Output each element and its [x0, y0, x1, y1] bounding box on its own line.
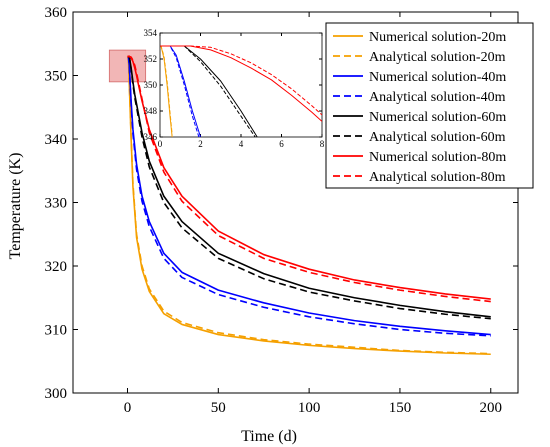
legend-label-numerical-solution-60m: Numerical solution-60m — [369, 110, 506, 125]
main-series-analytical-solution-60m — [127, 55, 491, 320]
legend-label-analytical-solution-80m: Analytical solution-80m — [369, 170, 506, 185]
main-y-tick-label: 350 — [45, 68, 68, 84]
inset-frame — [159, 32, 323, 138]
main-y-tick-label: 340 — [45, 132, 68, 148]
y-axis-label: Temperature (K) — [7, 153, 24, 260]
main-series-analytical-solution-40m — [127, 55, 491, 337]
inset-x-tick-label: 4 — [239, 139, 244, 149]
legend-label-numerical-solution-40m: Numerical solution-40m — [369, 70, 506, 85]
inset-x-tick-label: 0 — [158, 139, 163, 149]
main-x-tick-label: 100 — [298, 400, 321, 416]
main-y-tick-label: 330 — [45, 195, 68, 211]
legend-label-numerical-solution-20m: Numerical solution-20m — [369, 30, 506, 45]
main-series-numerical-solution-20m — [126, 56, 491, 356]
inset-y-tick-label: 354 — [144, 28, 158, 38]
inset-series-numerical-solution-80m — [160, 45, 322, 122]
main-series-analytical-solution-80m — [127, 55, 491, 303]
inset-series-analytical-solution-80m — [160, 45, 322, 116]
legend-label-analytical-solution-40m: Analytical solution-40m — [369, 90, 506, 105]
zoom-region-box — [108, 49, 147, 83]
legend-label-analytical-solution-20m: Analytical solution-20m — [369, 50, 506, 65]
legend: Numerical solution-20m Analytical solutio… — [325, 22, 534, 189]
inset-x-tick-label: 6 — [279, 139, 284, 149]
main-x-tick-label: 200 — [480, 400, 503, 416]
inset-x-tick-label: 2 — [198, 139, 203, 149]
legend-label-numerical-solution-80m: Numerical solution-80m — [369, 150, 506, 165]
legend-label-analytical-solution-60m: Analytical solution-60m — [369, 130, 506, 145]
main-y-tick-label: 300 — [45, 386, 68, 402]
main-series-numerical-solution-80m — [127, 55, 491, 300]
main-y-tick-label: 310 — [45, 322, 68, 338]
inset-y-tick-label: 348 — [144, 106, 158, 116]
legend-box — [325, 22, 534, 189]
main-x-tick-label: 150 — [389, 400, 412, 416]
inset-x-tick-label: 8 — [320, 139, 325, 149]
inset-y-tick-label: 352 — [144, 54, 158, 64]
inset-y-tick-label: 346 — [144, 132, 158, 142]
inset-y-tick-label: 350 — [144, 80, 158, 90]
main-y-tick-label: 360 — [45, 5, 68, 21]
main-y-tick-label: 320 — [45, 259, 68, 275]
main-x-tick-label: 0 — [124, 400, 132, 416]
main-x-tick-label: 50 — [211, 400, 226, 416]
x-axis-label: Time (d) — [241, 428, 297, 445]
inset-plot-area: 0 2 4 6 8 346 348 350 352 354 — [144, 28, 325, 149]
